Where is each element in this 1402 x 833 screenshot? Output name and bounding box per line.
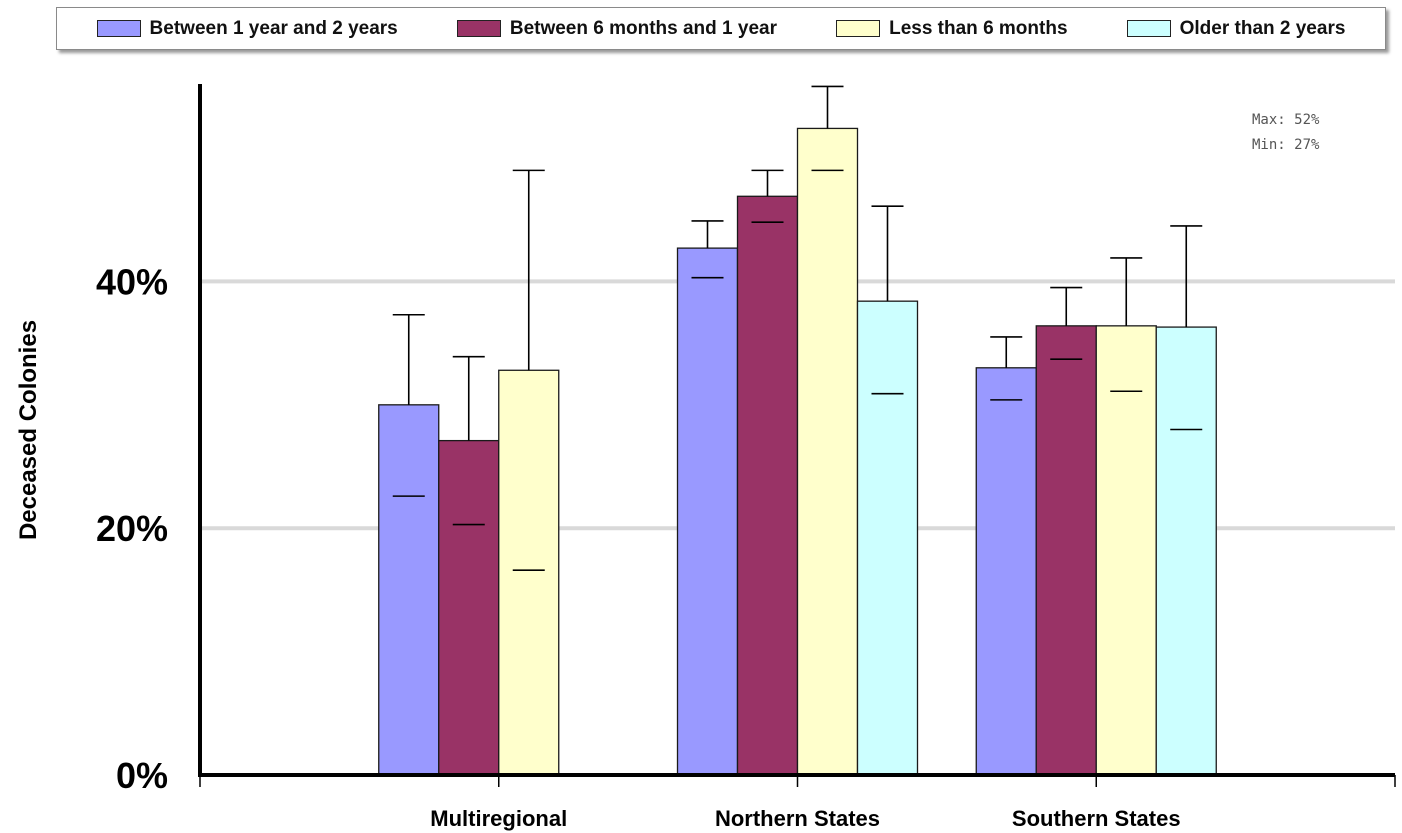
- y-axis-label: Deceased Colonies: [15, 320, 42, 540]
- legend-label: Between 1 year and 2 years: [149, 17, 398, 39]
- min-annotation: Min: 27%: [1252, 137, 1320, 153]
- bar: [438, 439, 500, 776]
- legend-label: Between 6 months and 1 year: [509, 17, 777, 39]
- max-annotation: Max: 52%: [1252, 112, 1320, 128]
- y-tick-label: 40%: [96, 261, 168, 302]
- bar: [676, 247, 739, 776]
- bars: [378, 85, 1217, 776]
- legend-swatch: [1126, 20, 1171, 37]
- bar: [1155, 326, 1217, 776]
- legend-label: Older than 2 years: [1179, 17, 1346, 39]
- y-tick-label: 20%: [96, 508, 168, 549]
- bar: [1095, 325, 1157, 776]
- x-tick-label: Northern States: [715, 806, 880, 831]
- bar: [796, 127, 859, 776]
- x-tick-label: Southern States: [1012, 806, 1181, 831]
- legend-label: Less than 6 months: [889, 17, 1068, 39]
- bar: [975, 367, 1037, 776]
- bar: [736, 195, 799, 776]
- legend-swatch: [96, 20, 141, 37]
- x-tick-label: Multiregional: [430, 806, 567, 831]
- bar: [856, 300, 919, 776]
- legend: Between 1 year and 2 years Between 6 mont…: [56, 7, 1386, 50]
- legend-item: Less than 6 months: [836, 17, 1068, 40]
- legend-swatch: [836, 20, 881, 37]
- bar: [1035, 325, 1097, 776]
- bar: [378, 404, 440, 776]
- bar: [498, 369, 560, 776]
- y-tick-label: 0%: [116, 755, 168, 796]
- axes: [198, 84, 1396, 787]
- legend-item: Older than 2 years: [1126, 17, 1346, 40]
- legend-item: Between 1 year and 2 years: [96, 17, 398, 40]
- legend-swatch: [456, 20, 501, 37]
- legend-item: Between 6 months and 1 year: [456, 17, 777, 40]
- labels: 0% 20% 40% Multiregional Northern States Sout…: [96, 261, 1181, 831]
